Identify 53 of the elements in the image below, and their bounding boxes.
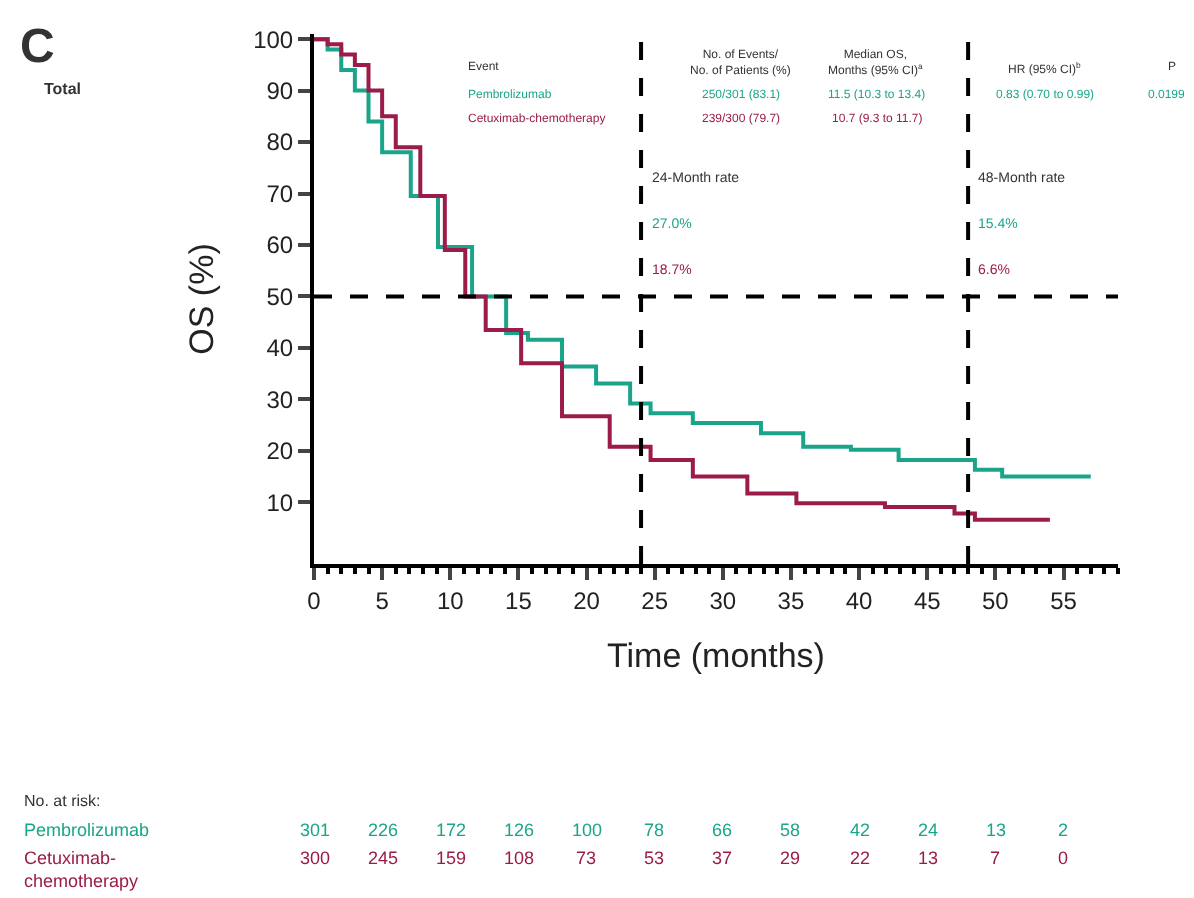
text: No. at risk: xyxy=(24,792,101,810)
text: 13 xyxy=(986,820,1007,840)
text: 24 xyxy=(918,820,939,840)
text: 78 xyxy=(644,820,665,840)
text: 301 xyxy=(300,820,331,840)
y-tick-label: 90 xyxy=(266,77,294,105)
text: 29 xyxy=(780,848,801,868)
y-tick-label: 80 xyxy=(266,128,294,157)
x-tick-label: 50 xyxy=(982,586,1010,615)
text: Cetuximab-chemotherapy xyxy=(24,848,140,892)
text: 226 xyxy=(368,820,399,840)
text: 126 xyxy=(504,820,535,840)
y-tick-label: 30 xyxy=(266,385,294,414)
text: 300 xyxy=(300,848,331,868)
x-tick-label: 40 xyxy=(845,586,874,615)
x-tick-label: 5 xyxy=(375,586,390,615)
x-tick-label: 0 xyxy=(307,586,322,615)
text: 22 xyxy=(850,848,871,868)
text: 159 xyxy=(436,848,467,868)
x-tick-label: 10 xyxy=(436,586,465,615)
x-tick-label: 15 xyxy=(505,586,533,615)
text: 100 xyxy=(572,820,603,840)
text: 58 xyxy=(780,820,801,840)
x-tick-label: 20 xyxy=(573,586,601,615)
y-tick-label: 10 xyxy=(266,488,294,517)
y-tick-label: 20 xyxy=(266,437,294,466)
text: 73 xyxy=(576,848,597,868)
text: 172 xyxy=(436,820,467,840)
y-tick-label: 40 xyxy=(266,334,294,363)
x-tick-label: 30 xyxy=(709,586,737,615)
text: 66 xyxy=(712,820,733,840)
text: 37 xyxy=(712,848,733,868)
y-tick-label: 60 xyxy=(266,231,294,260)
y-axis-title: OS (%) xyxy=(183,243,222,355)
y-tick-label: 100 xyxy=(253,25,294,54)
y-tick-label: 70 xyxy=(266,179,294,208)
text: C xyxy=(20,20,55,74)
x-tick-label: 25 xyxy=(641,586,669,615)
text: Total xyxy=(44,80,82,98)
x-axis-title: Time (months) xyxy=(607,636,825,675)
text: 0 xyxy=(1058,848,1069,868)
text: 7 xyxy=(990,848,1001,868)
text: 13 xyxy=(918,848,939,868)
text: 42 xyxy=(850,820,871,840)
x-tick-label: 35 xyxy=(777,586,805,615)
y-tick-label: 50 xyxy=(266,282,294,311)
text: 108 xyxy=(504,848,535,868)
text: 53 xyxy=(644,848,665,868)
text: 2 xyxy=(1058,820,1069,840)
x-tick-label: 45 xyxy=(913,586,942,615)
text: 245 xyxy=(368,848,399,868)
text: Pembrolizumab xyxy=(24,820,150,840)
x-tick-label: 55 xyxy=(1050,586,1078,615)
